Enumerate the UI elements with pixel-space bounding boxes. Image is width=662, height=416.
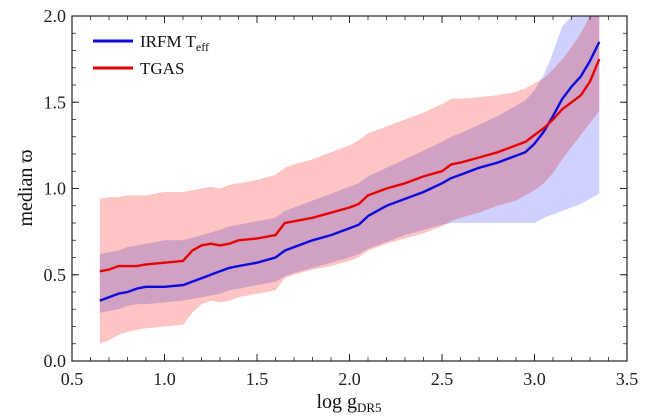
legend-label-irfm-main: IRFM T xyxy=(140,32,197,51)
y-tick-label: 2.0 xyxy=(44,6,67,26)
tgas-median-line xyxy=(99,58,601,273)
legend-label-tgas: TGAS xyxy=(140,59,184,78)
legend-label-irfm: IRFM Teff xyxy=(140,32,209,54)
axis-ticks: 0.5 1.0 1.5 2.0 2.5 3.0 3.50.00.51.01.52.0 xyxy=(44,6,639,389)
y-tick-label: 1.0 xyxy=(44,179,67,199)
x-tick-label: 1.5 xyxy=(246,369,269,389)
irfm-band xyxy=(99,16,600,313)
x-tick-label: 0.5 xyxy=(61,369,84,389)
x-tick-label: 3.5 xyxy=(616,369,639,389)
x-tick-label: 3.0 xyxy=(523,369,546,389)
x-tick-label: 2.5 xyxy=(431,369,454,389)
x-axis-label-sub: DR5 xyxy=(357,400,382,415)
y-tick-label: 0.5 xyxy=(44,265,67,285)
x-axis-label-main: log g xyxy=(316,391,357,413)
legend: IRFM Teff TGAS xyxy=(93,32,209,78)
irfm-median-line xyxy=(99,41,601,302)
x-tick-label: 1.0 xyxy=(153,369,176,389)
legend-label-irfm-sub: eff xyxy=(196,40,209,54)
y-axis-label: median ϖ xyxy=(15,149,37,226)
x-axis-label: log gDR5 xyxy=(316,391,381,415)
series-lines xyxy=(99,41,601,302)
y-tick-label: 0.0 xyxy=(44,351,67,371)
x-tick-label: 2.0 xyxy=(338,369,361,389)
y-tick-label: 1.5 xyxy=(44,92,67,112)
confidence-bands xyxy=(99,16,600,344)
